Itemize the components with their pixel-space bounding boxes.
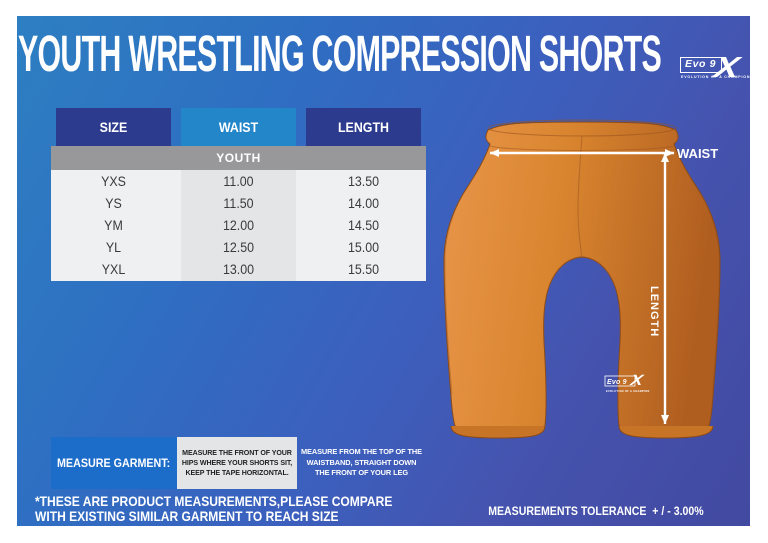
svg-text:Evo 9: Evo 9 [607, 379, 627, 386]
svg-text:EVOLUTION OF A CHAMPION: EVOLUTION OF A CHAMPION [606, 389, 650, 393]
